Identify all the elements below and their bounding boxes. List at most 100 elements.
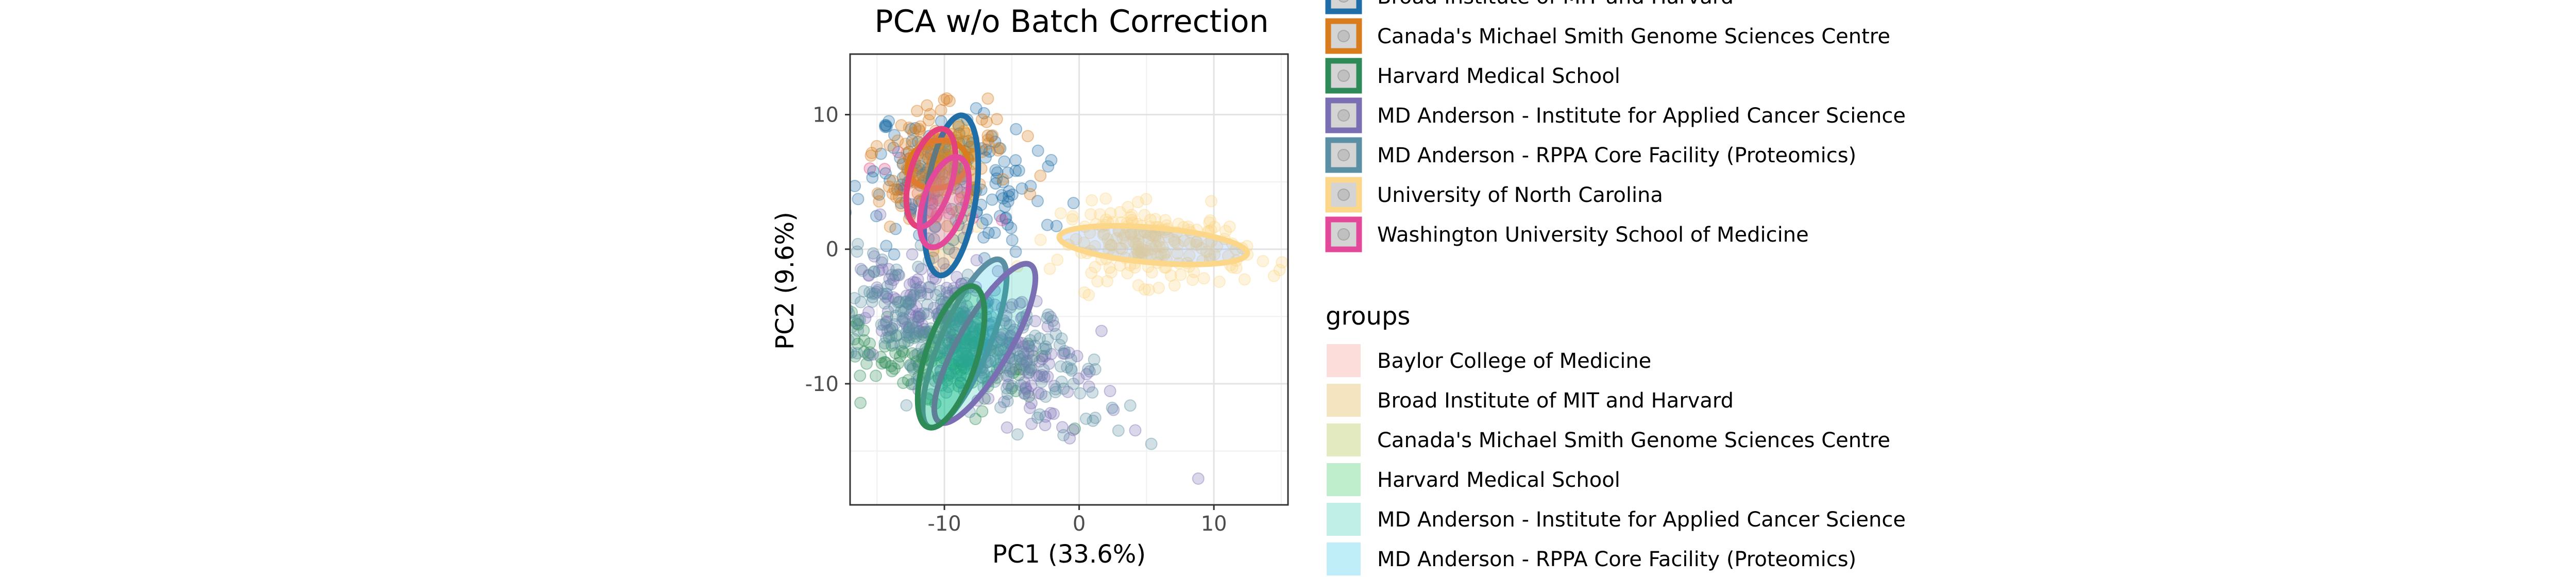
data-point: [1041, 218, 1054, 231]
data-point: [1006, 234, 1019, 247]
plot-background: [850, 54, 1288, 505]
series-points: [811, 296, 1081, 435]
data-point: [879, 121, 892, 133]
data-point: [1037, 343, 1050, 355]
data-point: [996, 176, 1009, 189]
data-point: [878, 337, 891, 350]
data-point: [997, 192, 1010, 205]
data-point: [866, 291, 879, 303]
data-point: [1172, 238, 1184, 251]
data-point: [954, 310, 967, 323]
data-point: [1197, 272, 1210, 285]
data-point: [913, 125, 926, 138]
data-point: [1164, 269, 1177, 282]
data-point: [1211, 240, 1224, 253]
data-point: [875, 357, 888, 370]
data-point: [850, 306, 858, 318]
data-point: [1136, 243, 1149, 256]
legend-batch-entry: Broad Institute of MIT and Harvard: [1325, 0, 1734, 14]
data-point: [914, 120, 927, 133]
data-point: [909, 330, 922, 343]
data-point: [960, 355, 973, 368]
data-point: [894, 151, 907, 164]
data-point: [1084, 208, 1097, 221]
data-point: [863, 286, 876, 299]
legend-batch-entry: Canada's Michael Smith Genome Sciences C…: [1325, 18, 1890, 54]
data-point: [913, 311, 926, 324]
data-point: [883, 180, 895, 193]
data-point: [863, 337, 876, 350]
data-point: [850, 320, 858, 333]
data-point: [906, 134, 919, 147]
data-point: [811, 341, 822, 352]
data-point: [1128, 230, 1141, 243]
data-point: [878, 163, 891, 176]
data-point: [887, 337, 900, 350]
data-point: [1032, 386, 1045, 399]
data-point: [1132, 279, 1145, 292]
data-point: [1089, 412, 1101, 425]
data-point: [968, 325, 981, 338]
data-point: [903, 329, 916, 342]
legend-label: Canada's Michael Smith Genome Sciences C…: [1377, 25, 1890, 48]
data-point: [914, 310, 927, 323]
data-point: [1116, 232, 1129, 245]
data-point: [883, 139, 896, 152]
data-point: [908, 332, 921, 345]
data-point: [884, 220, 896, 233]
data-point: [940, 386, 953, 399]
data-point: [904, 295, 917, 308]
data-point: [1025, 362, 1038, 375]
data-point: [981, 133, 994, 146]
x-tick-label: -10: [927, 512, 961, 536]
data-point: [881, 280, 894, 293]
data-point: [852, 314, 865, 327]
data-point: [834, 355, 845, 366]
data-point: [1039, 340, 1052, 353]
data-point: [1192, 472, 1205, 485]
data-point: [906, 347, 919, 360]
data-point: [1125, 209, 1138, 222]
legend-key-point: [1337, 70, 1350, 82]
data-point: [954, 369, 967, 382]
data-point: [888, 129, 901, 142]
data-point: [862, 306, 875, 318]
y-tick-label: -10: [805, 372, 839, 396]
data-point: [1014, 379, 1027, 392]
data-point: [1082, 380, 1095, 393]
data-point: [913, 325, 926, 338]
data-point: [1013, 363, 1026, 376]
data-point: [958, 355, 971, 368]
data-point: [1021, 130, 1034, 143]
data-point: [1056, 421, 1069, 434]
data-point: [1045, 348, 1058, 361]
data-point: [1107, 403, 1120, 416]
data-point: [902, 297, 915, 310]
data-point: [961, 350, 974, 363]
legend-key: [1327, 503, 1361, 536]
data-point: [912, 325, 925, 338]
data-point: [960, 127, 973, 140]
data-point: [1146, 243, 1159, 256]
data-point: [893, 296, 906, 309]
data-point: [924, 281, 937, 294]
data-point: [908, 288, 921, 301]
legend-groups-title: groups: [1326, 302, 1410, 331]
data-point: [885, 330, 898, 343]
data-point: [873, 195, 886, 208]
data-point: [862, 348, 875, 361]
legend-group-entry: Broad Institute of MIT and Harvard: [1327, 384, 1734, 417]
data-point: [994, 142, 1007, 155]
data-point: [888, 248, 901, 261]
data-point: [1142, 283, 1155, 296]
data-point: [1089, 363, 1101, 376]
legend-batch-entry: University of North Carolina: [1325, 177, 1663, 213]
legend-group-entry: MD Anderson - Institute for Applied Canc…: [1327, 503, 1906, 536]
data-point: [1155, 248, 1167, 261]
data-point: [1005, 363, 1018, 376]
data-point: [850, 307, 855, 320]
data-point: [1200, 245, 1213, 258]
legend-key: [1327, 463, 1361, 496]
data-point: [1183, 237, 1196, 250]
data-point: [982, 137, 995, 150]
